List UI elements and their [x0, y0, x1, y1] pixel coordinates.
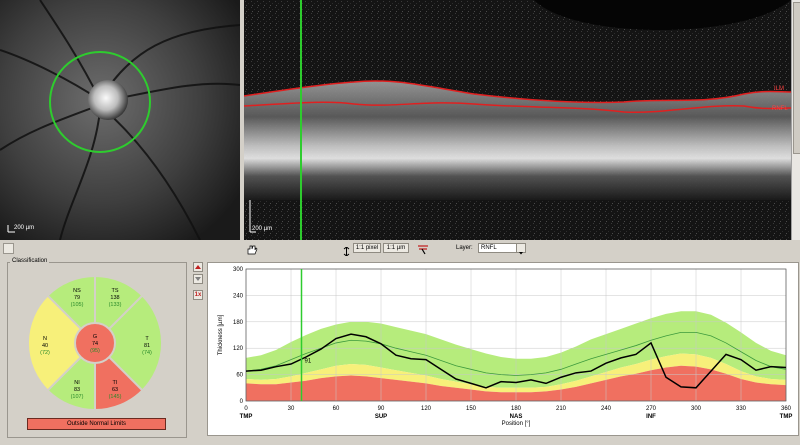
layer-select[interactable]: RNFL: [478, 243, 526, 255]
oct-svg: [244, 0, 791, 240]
sector-ti-text: TI 63 (145): [108, 380, 122, 400]
scrollbar-thumb[interactable]: [793, 2, 800, 154]
y-tick-label: 300: [233, 267, 244, 273]
hand-pan-icon[interactable]: [245, 242, 259, 255]
sector-n: [27, 294, 97, 392]
y-tick-label: 120: [233, 346, 244, 352]
y-tick-label: 0: [240, 399, 244, 405]
y-tick-label: 240: [233, 293, 244, 299]
x-tick-label: 240: [601, 406, 612, 412]
fundus-image[interactable]: 200 µm: [0, 0, 241, 241]
arrow-down-button[interactable]: [193, 274, 203, 284]
thickness-graph-panel[interactable]: 91 0 60 120 180 240 300 0 30 60 90 120 150 180 210 240 2…: [207, 262, 799, 436]
thickness-chart: 91 0 60 120 180 240 300 0 30 60 90 120 150 180 210 240 2…: [218, 267, 793, 427]
y-axis-label: Thickness [µm]: [218, 314, 224, 355]
small-toggle-button[interactable]: [3, 243, 14, 254]
sector-n-text: N 40 (72): [40, 336, 50, 356]
region-label: INF: [646, 414, 656, 420]
x-tick-label: 360: [781, 406, 792, 412]
sector-ni-text: NI 83 (107): [70, 380, 84, 400]
x-tick-label: 30: [288, 406, 295, 412]
sector-g: [74, 322, 116, 364]
zoom-1x-button[interactable]: 1x: [193, 290, 203, 300]
one-to-one-pixel-button[interactable]: 1:1 pixel: [353, 243, 381, 253]
x-tick-label: 0: [244, 406, 248, 412]
oct-bscan[interactable]: 200 µm ILM RNFL: [244, 0, 791, 240]
mean-thickness-line: [245, 331, 787, 376]
fit-height-icon[interactable]: [342, 243, 351, 257]
x-tick-label: 150: [466, 406, 477, 412]
sector-t-text: T 81 (74): [142, 336, 152, 356]
x-axis-label: Position [°]: [502, 421, 531, 427]
arrow-up-button[interactable]: [193, 262, 203, 272]
oct-vertical-scrollbar[interactable]: [791, 0, 800, 240]
region-label: TMP: [780, 414, 793, 420]
x-tick-label: 60: [333, 406, 340, 412]
oct-scale-label: 200 µm: [252, 226, 273, 232]
x-tick-label: 330: [736, 406, 747, 412]
x-tick-label: 120: [421, 406, 432, 412]
classification-title: Classification: [10, 258, 50, 264]
x-tick-label: 300: [691, 406, 702, 412]
x-tick-label: 90: [378, 406, 385, 412]
x-tick-label: 180: [511, 406, 522, 412]
layer-edit-icon[interactable]: [417, 242, 429, 255]
chevron-down-icon[interactable]: [516, 244, 525, 255]
sector-t: [93, 294, 163, 392]
one-to-one-um-button[interactable]: 1:1 µm: [383, 243, 409, 253]
fundus-scale-label: 200 µm: [14, 225, 35, 231]
classification-result-badge: Outside Normal Limits: [27, 418, 166, 430]
scan-circle: [49, 51, 151, 153]
ilm-line: [244, 80, 791, 104]
region-label: SUP: [375, 414, 387, 420]
sector-chart: [27, 274, 163, 412]
region-label: NAS: [510, 414, 523, 420]
fundus-svg: [0, 0, 241, 241]
x-tick-label: 210: [556, 406, 567, 412]
rnfl-label: RNFL: [772, 106, 788, 112]
classification-panel: [7, 262, 187, 438]
plot-frame: [245, 268, 787, 402]
rnfl-thickness-line: [245, 333, 787, 389]
region-label: TMP: [240, 414, 253, 420]
layer-label: Layer:: [456, 245, 473, 251]
y-tick-label: 180: [233, 320, 244, 326]
sector-g-text: G 74 (95): [90, 334, 100, 354]
y-tick-label: 60: [236, 373, 243, 379]
x-tick-label: 270: [646, 406, 657, 412]
layer-select-value: RNFL: [481, 245, 497, 251]
cursor-value-label: 91: [305, 358, 312, 364]
sector-ns-text: NS 79 (105): [70, 288, 84, 308]
rnfl-line: [244, 101, 791, 114]
ilm-label: ILM: [774, 86, 785, 92]
sector-ts-text: TS 138 (133): [108, 288, 122, 308]
